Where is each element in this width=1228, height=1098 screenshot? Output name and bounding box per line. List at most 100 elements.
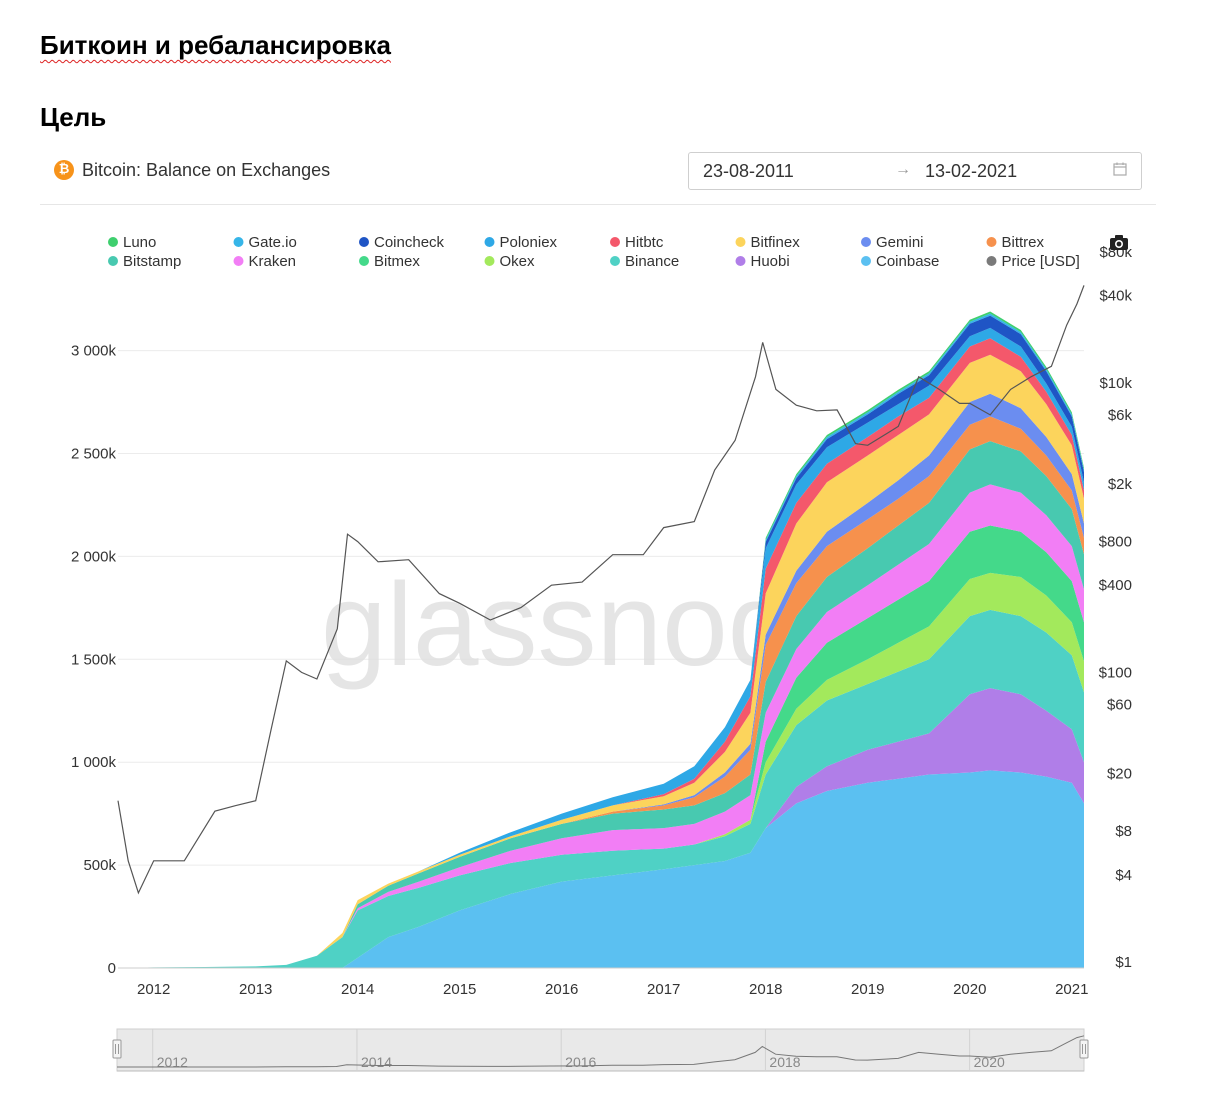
legend-marker	[735, 237, 746, 247]
navigator-tick-label: 2020	[974, 1054, 1005, 1070]
legend-label: Gate.io	[249, 234, 297, 251]
legend-marker	[359, 256, 369, 266]
document-title: Биткоин и ребалансировка	[40, 30, 391, 60]
arrow-right-icon: →	[895, 161, 911, 178]
legend-marker	[610, 237, 620, 247]
x-tick-label: 2018	[749, 981, 782, 998]
legend-label: Binance	[625, 253, 679, 270]
y-right-tick-label: $2k	[1108, 476, 1133, 493]
legend-item[interactable]: Gemini	[861, 234, 924, 251]
area-kraken	[118, 484, 1084, 968]
legend-marker	[108, 256, 118, 266]
y-right-tick-label: $800	[1099, 534, 1132, 551]
y-left-tick-label: 2 000k	[71, 548, 117, 565]
metric-title: Bitcoin: Balance on Exchanges	[82, 160, 331, 180]
x-tick-label: 2017	[647, 981, 680, 998]
date-end-input[interactable]: 13-02-2021	[925, 161, 1018, 181]
y-right-tick-label: $4	[1115, 867, 1132, 884]
area-bitstamp	[118, 441, 1084, 969]
legend-item[interactable]: Gate.io	[233, 234, 297, 251]
y-left-tick-label: 0	[108, 960, 116, 977]
y-left-tick-label: 3 000k	[71, 343, 117, 360]
x-tick-label: 2020	[953, 981, 986, 998]
legend-item[interactable]: Coincheck	[359, 234, 445, 251]
legend-label: Okex	[500, 253, 536, 270]
legend-item[interactable]: Price [USD]	[986, 253, 1080, 270]
legend-label: Kraken	[249, 253, 297, 270]
legend-marker	[861, 256, 871, 266]
navigator-left-handle[interactable]	[112, 1039, 122, 1059]
calendar-icon[interactable]	[1113, 162, 1127, 176]
legend-item[interactable]: Bittrex	[986, 234, 1045, 251]
date-range-picker[interactable]: 23-08-2011 → 13-02-2021	[688, 152, 1142, 190]
time-navigator[interactable]: 2012 2014 2016 2018 2020	[112, 1028, 1089, 1072]
area-huobi	[118, 688, 1084, 968]
legend-label: Price [USD]	[1002, 253, 1080, 270]
y-right-tick-label: $8	[1115, 823, 1132, 840]
section-heading: Цель	[40, 102, 107, 132]
y-left-tick-label: 1 500k	[71, 651, 117, 668]
legend-item[interactable]: Poloniex	[484, 234, 558, 251]
legend-label: Hitbtc	[625, 234, 664, 251]
x-tick-label: 2014	[341, 981, 374, 998]
y-right-tick-label: $60	[1107, 697, 1132, 714]
y-right-tick-label: $1	[1115, 954, 1132, 971]
legend-item[interactable]: Bitmex	[359, 253, 420, 270]
price-line	[117, 285, 1085, 895]
legend-item[interactable]: Hitbtc	[610, 234, 664, 251]
legend-marker	[861, 237, 871, 247]
legend-label: Luno	[123, 234, 156, 251]
legend-marker	[484, 256, 495, 266]
bitcoin-icon: ₿	[54, 160, 74, 180]
legend-item[interactable]: Kraken	[233, 253, 297, 270]
navigator-tick-label: 2016	[565, 1054, 596, 1070]
legend-marker	[233, 237, 244, 247]
legend-label: Bitstamp	[123, 253, 181, 270]
y-right-tick-label: $6k	[1108, 407, 1133, 424]
legend-item[interactable]: Bitstamp	[108, 253, 181, 270]
y-right-tick-label: $40k	[1099, 288, 1132, 305]
area-bitfinex	[118, 354, 1084, 968]
legend-label: Bittrex	[1002, 234, 1045, 251]
camera-icon[interactable]	[1110, 235, 1128, 250]
y-left-tick-label: 2 500k	[71, 445, 117, 462]
axes: 0 500k 1 000k 1 500k 2 000k 2 500k 3 000k 2012 2…	[71, 244, 1133, 998]
legend-label: Coinbase	[876, 253, 939, 270]
area-bittrex	[118, 416, 1084, 968]
legend-label: Poloniex	[500, 234, 558, 251]
legend-item[interactable]: Okex	[484, 253, 536, 270]
y-right-tick-label: $100	[1099, 664, 1132, 681]
area-coinbase	[118, 770, 1084, 968]
x-tick-label: 2012	[137, 981, 170, 998]
navigator-window	[116, 1028, 1085, 1072]
y-left-tick-label: 1 000k	[71, 754, 117, 771]
x-tick-label: 2013	[239, 981, 272, 998]
legend-label: Coincheck	[374, 234, 445, 251]
price-usd-line	[117, 285, 1085, 895]
legend-marker	[986, 256, 997, 266]
legend-item[interactable]: Bitfinex	[735, 234, 801, 251]
legend: Luno Gate.io Coincheck Poloniex Hitbtc Bitfin…	[108, 234, 1080, 270]
legend-marker	[610, 256, 620, 266]
legend-label: Bitmex	[374, 253, 420, 270]
legend-item[interactable]: Luno	[108, 234, 156, 251]
navigator-right-handle[interactable]	[1079, 1039, 1089, 1059]
navigator-tick-label: 2012	[157, 1054, 188, 1070]
chart-header: ₿ Bitcoin: Balance on Exchanges 23-08-20…	[40, 146, 1156, 205]
legend-item[interactable]: Coinbase	[861, 253, 939, 270]
legend-label: Huobi	[751, 253, 790, 270]
y-right-tick-label: $10k	[1099, 375, 1132, 392]
legend-item[interactable]: Huobi	[735, 253, 790, 270]
legend-label: Gemini	[876, 234, 924, 251]
navigator-price-line	[117, 1035, 1085, 1068]
stacked-areas	[118, 311, 1084, 969]
x-tick-label: 2015	[443, 981, 476, 998]
y-left-tick-label: 500k	[83, 857, 116, 874]
area-bitmex	[118, 525, 1084, 968]
area-binance	[118, 609, 1084, 968]
legend-item[interactable]: Binance	[610, 253, 679, 270]
date-start-input[interactable]: 23-08-2011	[703, 161, 794, 181]
y-right-tick-label: $400	[1099, 577, 1132, 594]
x-tick-label: 2016	[545, 981, 578, 998]
